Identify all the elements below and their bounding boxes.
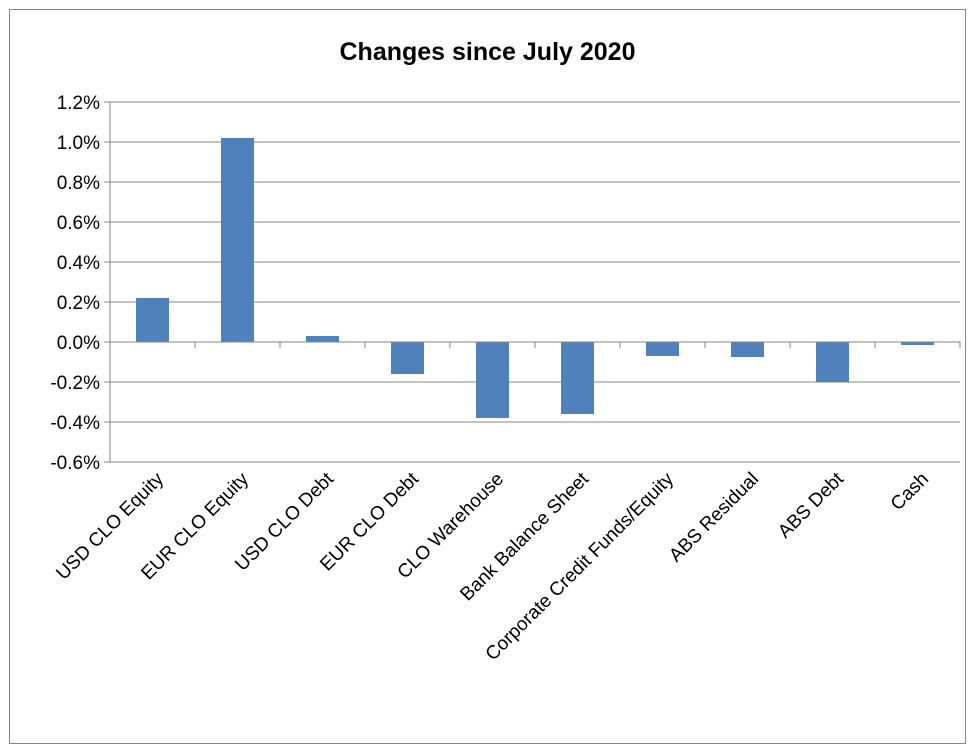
x-tick-label: Corporate Credit Funds/Equity (482, 468, 679, 665)
y-tick-label: 1.0% (57, 133, 100, 154)
bar (476, 342, 509, 418)
bar (901, 342, 934, 345)
x-tick-label: ABS Residual (665, 469, 763, 567)
bar (391, 342, 424, 374)
bar (731, 342, 764, 357)
y-tick-label: 0.0% (57, 333, 100, 354)
chart-title: Changes since July 2020 (339, 38, 636, 66)
bar (816, 342, 849, 382)
y-tick-label: 0.8% (57, 173, 100, 194)
y-tick-label: 0.6% (57, 213, 100, 234)
y-tick-label: -0.6% (50, 453, 100, 474)
y-tick-label: 0.4% (57, 253, 100, 274)
y-tick-label: 0.2% (57, 293, 100, 314)
x-tick-label: Cash (887, 469, 933, 515)
y-tick-label: 1.2% (57, 93, 100, 114)
bar (646, 342, 679, 356)
bar (221, 138, 254, 342)
bar (306, 336, 339, 342)
y-tick-label: -0.4% (50, 413, 100, 434)
bar (561, 342, 594, 414)
y-tick-label: -0.2% (50, 373, 100, 394)
bar (136, 298, 169, 342)
x-tick-label: ABS Debt (774, 468, 848, 542)
